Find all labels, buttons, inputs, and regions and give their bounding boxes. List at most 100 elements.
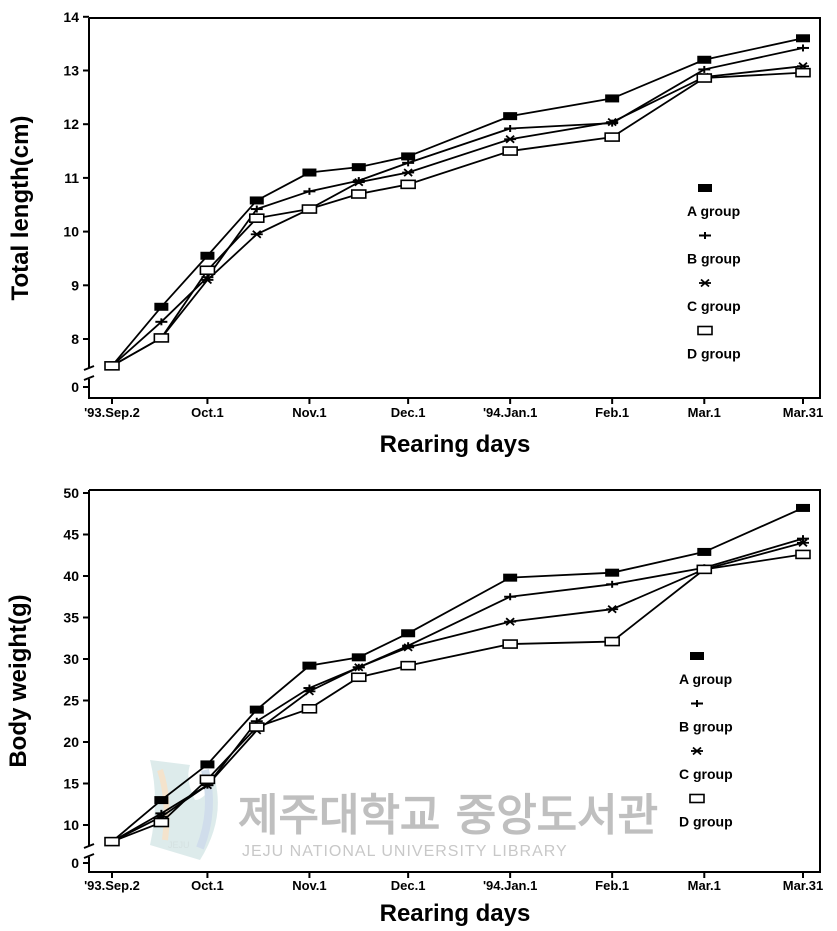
marker-open-rect-s3-p5 [350,189,367,199]
marker-plus-s1-plegend [699,232,711,239]
x-tick-label: Oct.1 [191,405,224,420]
marker-filled-rect-s0-p4 [302,661,317,670]
y-tick-label: 45 [63,527,79,543]
x-tick-label: '94.Jan.1 [483,405,537,420]
y-tick-label: 0 [71,379,79,395]
x-tick-label: Oct.1 [191,878,224,893]
y-tick-label: 15 [63,776,79,792]
marker-star-s2-plegend [699,278,711,288]
x-tick-label: Mar.1 [688,878,721,893]
y-tick-label: 20 [63,734,79,750]
marker-filled-rect-s0-p10 [796,503,810,512]
marker-open-rect-s3-p0 [104,836,120,847]
marker-open-rect-s3-p0 [104,361,120,371]
marker-open-rect-s3-p10 [795,549,811,560]
marker-star-s2-p3-d2 [252,230,262,239]
marker-star-s2-plegend-d2 [700,278,710,288]
x-tick-label: Dec.1 [391,878,426,893]
legend-label: D group [679,814,733,830]
axis-break-mark [83,365,95,381]
marker-star-s2-plegend-d2 [692,746,702,756]
marker-filled-rect-s0-p6 [401,152,416,161]
marker-filled-rect-s0-p8 [605,568,620,577]
marker-star-s2-p5 [352,178,365,187]
marker-open-rect-s3-p3 [248,722,265,732]
marker-star-s2-p8-d2 [607,605,617,614]
x-tick-label: Mar.1 [688,405,721,420]
y-tick-label: 13 [63,63,79,79]
marker-plus-s1-p8 [606,580,619,588]
x-tick-label: '93.Sep.2 [84,878,140,893]
library-watermark-korean: 제주대학교 중앙도서관 [238,790,658,841]
y-tick-label: 40 [63,568,79,584]
marker-star-s2-p8 [606,605,619,614]
y-tick-label: 12 [63,116,79,132]
marker-open-rect-s3-p6 [400,660,416,671]
marker-star-s2-plegend [691,746,703,756]
marker-star-s2-p7-d2 [505,135,515,144]
marker-plus-s1-p6 [402,159,415,167]
marker-filled-rect-s0-p10 [796,34,810,43]
marker-filled-rect-s0-p5 [351,653,366,662]
marker-filled-rect-s0-plegend [690,652,704,660]
marker-open-rect-s3-p1 [153,817,170,828]
marker-filled-rect-s0-plegend [698,184,712,192]
library-watermark-english: JEJU NATIONAL UNIVERSITY LIBRARY [242,843,568,860]
x-axis-title: Rearing days [380,900,531,927]
marker-plus-s1-p10 [797,535,809,543]
marker-open-rect-s3-plegend [697,325,713,336]
marker-open-rect-s3-p10 [795,67,811,78]
marker-plus-s1-p4 [303,187,316,195]
marker-star-s2-p2-d2 [202,275,213,285]
marker-plus-s1-p1 [155,318,168,326]
marker-open-rect-s3-p7 [502,639,518,649]
marker-star-s2-p6 [402,643,415,652]
y-tick-label: 50 [63,485,79,501]
marker-star-s2-p10 [797,538,809,547]
marker-open-rect-s3-p3 [248,213,265,223]
legend-label: B group [687,251,741,267]
marker-filled-rect-s0-p7 [503,573,518,582]
legend-label: A group [679,671,732,687]
marker-star-s2-p8 [606,117,619,127]
y-tick-label: 14 [63,9,79,25]
x-tick-label: Nov.1 [292,878,326,893]
plot-frame [88,489,821,873]
marker-filled-rect-s0-p7 [503,112,518,121]
marker-open-rect-s3-p8 [604,132,620,142]
marker-star-s2-p8-d2 [607,117,617,127]
y-axis-title: Total length(cm) [7,116,34,301]
y-axis-title: Body weight(g) [5,594,32,767]
marker-open-rect-s3-p9 [696,73,713,83]
marker-star-s2-p4 [303,687,316,696]
legend: A group B group C group D group [687,184,741,362]
marker-open-rect-s3-p1 [153,333,170,343]
marker-star-s2-p5 [352,663,365,672]
x-tick-label: Feb.1 [595,405,629,420]
series-d-group [104,549,811,847]
y-tick-label: 0 [71,855,79,871]
x-axis-title: Rearing days [380,431,531,458]
x-tick-label: '94.Jan.1 [483,878,537,893]
marker-open-rect-s3-p2 [199,265,216,276]
marker-filled-rect-s0-p3 [249,196,264,205]
marker-filled-rect-s0-p1 [154,302,169,311]
marker-star-s2-p4-d2 [304,687,315,696]
marker-star-s2-p6-d2 [403,643,413,652]
legend-label: C group [687,298,741,314]
y-tick-label: 10 [63,817,79,833]
marker-star-s2-p7-d2 [505,617,515,626]
marker-open-rect-s3-p7 [502,146,518,156]
marker-filled-rect-s0-p6 [401,629,416,638]
marker-filled-rect-s0-p2 [200,251,215,260]
marker-plus-s1-p7 [504,593,517,601]
y-tick-label: 10 [63,224,79,240]
marker-filled-rect-s0-p9 [697,55,712,64]
marker-open-rect-s3-p8 [604,636,620,647]
marker-plus-s1-p3 [250,205,263,213]
library-watermark: JEJU 제주대학교 중앙도서관 JEJU NATIONAL UNIVERSIT… [150,760,658,860]
marker-star-s2-p6-d2 [403,168,413,177]
series-d-group [104,67,811,371]
y-tick-label: 9 [71,277,79,293]
